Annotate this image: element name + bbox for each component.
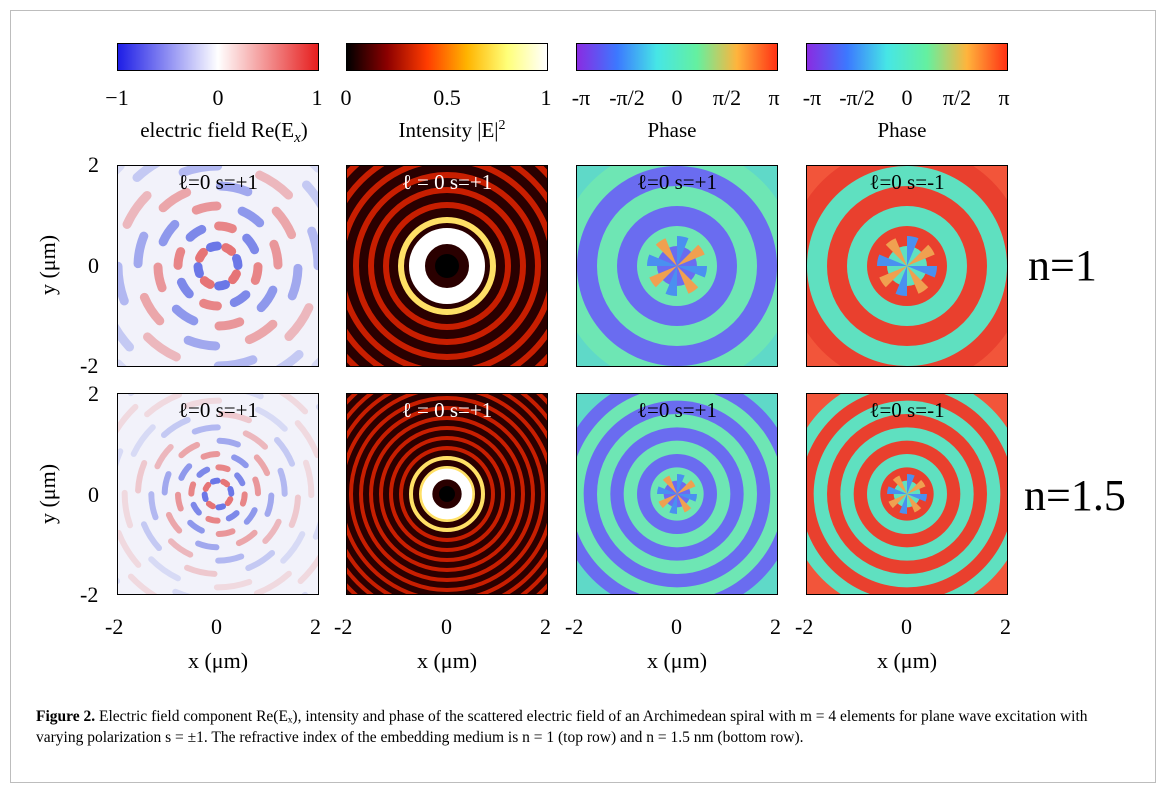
x-axis-label: x (μm) <box>416 648 478 673</box>
row-label-n15: n=1.5 <box>1024 471 1126 520</box>
row-label-n1: n=1 <box>1028 241 1097 290</box>
panel-label: ℓ=0 s=+1 <box>636 398 717 422</box>
x-tick: 0 <box>441 614 452 639</box>
x-axis-label: x (μm) <box>646 648 708 673</box>
cbar1-tick-min: 0 <box>340 85 352 110</box>
cbar3-tick-1: -π/2 <box>839 85 875 110</box>
field-map-n15 <box>118 394 318 594</box>
figure: −1 0 1 0 0.5 1 -π -π/2 0 π/2 π -π -π/2 0… <box>35 43 1126 673</box>
x-tick: -2 <box>105 614 124 639</box>
panel-label: ℓ = 0 s=+1 <box>401 398 493 422</box>
figure-caption: Figure 2. Electric field component Re(Eₓ… <box>36 706 1136 748</box>
y-tick: 2 <box>88 152 99 177</box>
cbar3-tick-3: π/2 <box>942 85 972 110</box>
x-tick: -2 <box>565 614 584 639</box>
cbar0-label: electric field Re(Ex) <box>140 118 308 147</box>
x-axis-label: x (μm) <box>187 648 249 673</box>
caption-title: Figure 2. <box>36 708 96 725</box>
colorbar-phase-2 <box>806 43 1008 71</box>
cbar3-tick-0: -π <box>802 85 822 110</box>
x-tick: 0 <box>671 614 682 639</box>
x-tick: 0 <box>901 614 912 639</box>
cbar2-tick-2: 0 <box>671 85 683 110</box>
cbar0-tick-min: −1 <box>105 85 129 110</box>
phase-map-n1-minus <box>807 166 1007 366</box>
panel-r2-phase-plus: ℓ=0 s=+1 <box>576 393 778 595</box>
cbar2-label: Phase <box>647 118 697 142</box>
cbar2-tick-0: -π <box>571 85 591 110</box>
panel-r2-phase-minus: ℓ=0 s=-1 <box>806 393 1008 595</box>
cbar0-tick-max: 1 <box>311 85 323 110</box>
x-tick: -2 <box>334 614 353 639</box>
phase-map-n15-minus <box>807 394 1007 594</box>
panel-r2-intensity: ℓ = 0 s=+1 <box>346 393 548 595</box>
cbar1-tick-max: 1 <box>540 85 552 110</box>
caption-text: Electric field component Re(Eₓ), intensi… <box>36 708 1088 746</box>
x-axis-label: x (μm) <box>876 648 938 673</box>
x-tick: 2 <box>770 614 781 639</box>
panel-label: ℓ=0 s=-1 <box>869 170 945 194</box>
y-tick: 2 <box>88 381 99 406</box>
panel-r1-phase-minus: ℓ=0 s=-1 <box>806 165 1008 367</box>
panel-r2-field: ℓ=0 s=+1 <box>117 393 319 595</box>
colorbar-intensity <box>346 43 548 71</box>
cbar3-tick-4: π <box>998 85 1010 110</box>
y-tick: 0 <box>88 482 99 507</box>
y-axis-label: y (μm) <box>35 234 60 296</box>
panel-label: ℓ=0 s=+1 <box>177 170 258 194</box>
cbar1-tick-mid: 0.5 <box>433 85 461 110</box>
panel-r1-intensity: ℓ = 0 s=+1 <box>346 165 548 367</box>
x-tick: 2 <box>1000 614 1011 639</box>
cbar0-tick-mid: 0 <box>212 85 224 110</box>
panel-label: ℓ=0 s=-1 <box>869 398 945 422</box>
panel-label: ℓ = 0 s=+1 <box>401 170 493 194</box>
colorbar-phase-1 <box>576 43 778 71</box>
y-axis-label: y (μm) <box>35 463 60 525</box>
colorbar-field <box>117 43 319 71</box>
intensity-map-n1 <box>347 166 547 366</box>
y-tick: -2 <box>80 582 99 607</box>
x-tick: 0 <box>211 614 222 639</box>
panel-r1-field: ℓ=0 s=+1 <box>117 165 319 367</box>
cbar2-tick-3: π/2 <box>712 85 742 110</box>
panel-r1-phase-plus: ℓ=0 s=+1 <box>576 165 778 367</box>
cbar1-label: Intensity |E|2 <box>398 118 506 142</box>
cbar2-tick-1: -π/2 <box>609 85 645 110</box>
x-tick: 2 <box>540 614 551 639</box>
cbar3-tick-2: 0 <box>901 85 913 110</box>
y-tick: 0 <box>88 253 99 278</box>
panel-label: ℓ=0 s=+1 <box>177 398 258 422</box>
panel-label: ℓ=0 s=+1 <box>636 170 717 194</box>
phase-map-n1-plus <box>577 166 777 366</box>
cbar2-tick-4: π <box>768 85 780 110</box>
x-tick: -2 <box>795 614 814 639</box>
field-map-n1 <box>118 166 318 366</box>
x-tick: 2 <box>310 614 321 639</box>
intensity-map-n15 <box>347 394 547 594</box>
cbar3-label: Phase <box>877 118 927 142</box>
y-tick: -2 <box>80 353 99 378</box>
phase-map-n15-plus <box>577 394 777 594</box>
